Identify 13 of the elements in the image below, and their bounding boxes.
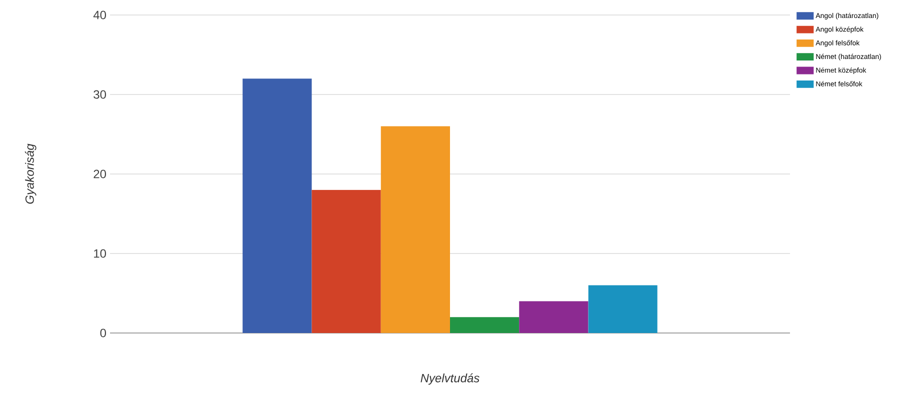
bar (450, 317, 520, 333)
y-tick-label: 20 (94, 170, 106, 178)
bar (519, 301, 588, 333)
y-tick-label: 0 (100, 328, 106, 338)
bar (380, 126, 450, 333)
bar (312, 190, 381, 333)
y-tick-label: 30 (94, 90, 106, 99)
y-tick-label: 40 (93, 10, 106, 20)
x-axis-title: Nyelvtudás (420, 373, 480, 385)
y-tick-label: 10 (94, 249, 106, 258)
bar (242, 78, 312, 333)
bar (588, 285, 658, 333)
y-axis-title: Gyakoriság (24, 144, 36, 204)
